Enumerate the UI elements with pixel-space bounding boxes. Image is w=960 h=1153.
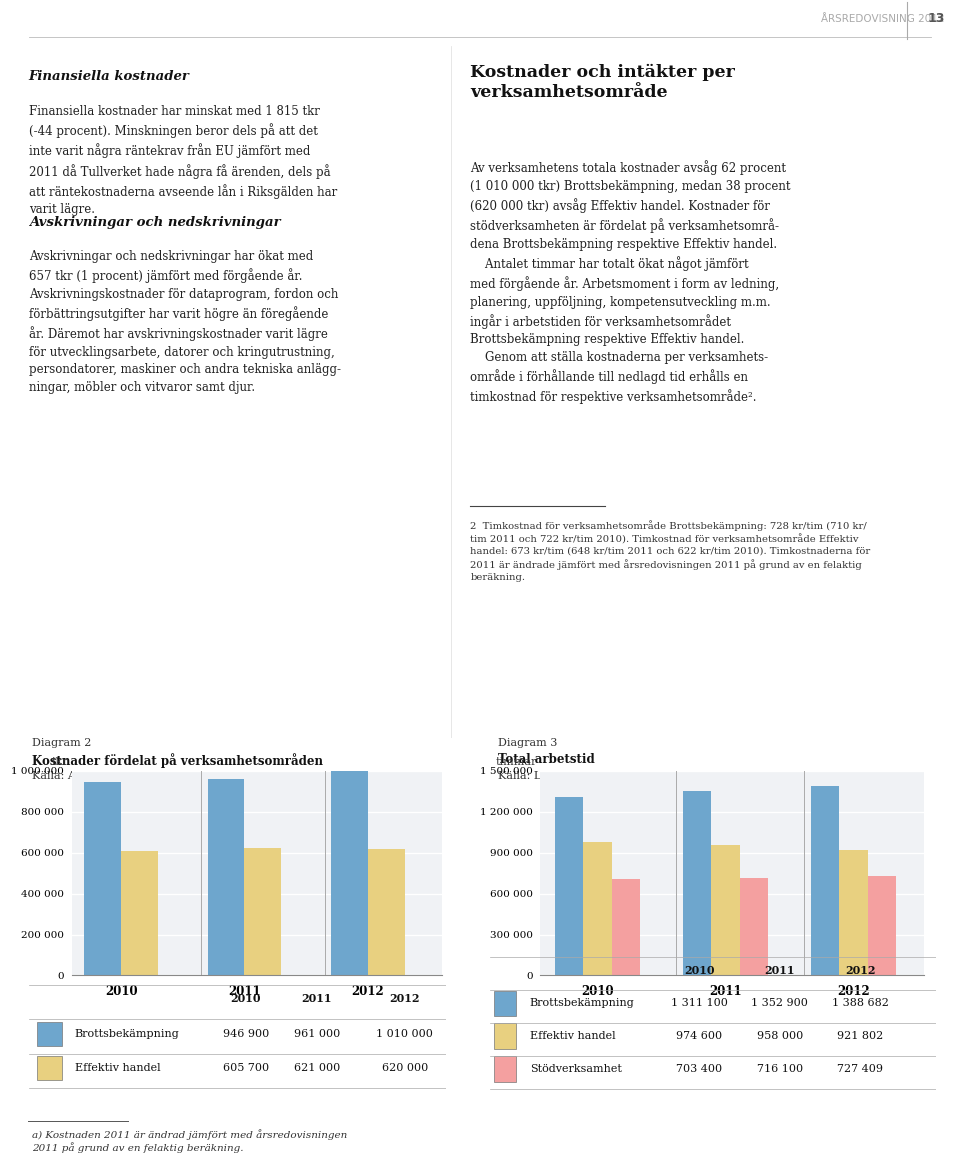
Text: 703 400: 703 400 bbox=[677, 1064, 723, 1073]
Text: 2  Timkostnad för verksamhetsområde Brottsbekämpning: 728 kr/tim (710 kr/
tim 20: 2 Timkostnad för verksamhetsområde Brott… bbox=[470, 520, 871, 581]
Bar bbox=[121, 852, 158, 975]
Text: Finansiella kostnader: Finansiella kostnader bbox=[29, 70, 190, 83]
Bar bbox=[84, 782, 121, 975]
Text: Brottsbekämpning: Brottsbekämpning bbox=[75, 1028, 180, 1039]
Text: 1 010 000: 1 010 000 bbox=[376, 1028, 433, 1039]
Text: Av verksamhetens totala kostnader avsåg 62 procent
(1 010 000 tkr) Brottsbekämpn: Av verksamhetens totala kostnader avsåg … bbox=[470, 160, 791, 405]
Bar bbox=[555, 797, 583, 975]
Text: 605 700: 605 700 bbox=[223, 1063, 269, 1073]
Text: 946 900: 946 900 bbox=[223, 1028, 269, 1039]
Text: 2012: 2012 bbox=[845, 965, 876, 975]
Bar bbox=[207, 778, 245, 975]
Text: 1 352 900: 1 352 900 bbox=[752, 998, 808, 1009]
Bar bbox=[583, 843, 612, 975]
Bar bbox=[739, 877, 768, 975]
Text: 620 000: 620 000 bbox=[381, 1063, 428, 1073]
Text: 2010: 2010 bbox=[684, 965, 714, 975]
Text: 2010: 2010 bbox=[230, 994, 261, 1004]
Bar bbox=[612, 880, 640, 975]
Text: 921 802: 921 802 bbox=[837, 1031, 883, 1041]
Bar bbox=[494, 1056, 516, 1082]
Bar bbox=[330, 769, 368, 975]
Text: Avskrivningar och nedskrivningar har ökat med
657 tkr (1 procent) jämfört med fö: Avskrivningar och nedskrivningar har öka… bbox=[29, 250, 341, 394]
Text: 974 600: 974 600 bbox=[677, 1031, 723, 1041]
Bar bbox=[494, 1024, 516, 1049]
Text: Stödverksamhet: Stödverksamhet bbox=[530, 1064, 622, 1073]
Bar bbox=[368, 849, 405, 975]
Text: 727 409: 727 409 bbox=[837, 1064, 883, 1073]
Text: ÅRSREDOVISNING 2012: ÅRSREDOVISNING 2012 bbox=[821, 14, 945, 24]
Text: 1 388 682: 1 388 682 bbox=[831, 998, 889, 1009]
Text: Diagram 3: Diagram 3 bbox=[498, 738, 558, 748]
Text: tkr: tkr bbox=[52, 756, 68, 767]
Text: Brottsbekämpning: Brottsbekämpning bbox=[530, 998, 635, 1009]
Text: 2011: 2011 bbox=[764, 965, 795, 975]
Text: timmar: timmar bbox=[495, 756, 537, 767]
Text: 2011: 2011 bbox=[301, 994, 332, 1004]
Text: Diagram 2: Diagram 2 bbox=[33, 738, 91, 748]
Text: Källa: Agresso: Källa: Agresso bbox=[33, 771, 113, 781]
Text: 958 000: 958 000 bbox=[756, 1031, 803, 1041]
Bar bbox=[37, 1056, 62, 1080]
Bar bbox=[245, 849, 281, 975]
Text: Källa: List: Källa: List bbox=[498, 771, 556, 781]
Text: Kostnader och intäkter per
verksamhetsområde: Kostnader och intäkter per verksamhetsom… bbox=[470, 63, 735, 100]
Text: 2012: 2012 bbox=[390, 994, 420, 1004]
Bar bbox=[494, 990, 516, 1016]
Bar bbox=[839, 850, 868, 975]
Bar bbox=[683, 791, 711, 975]
Text: a) Kostnaden 2011 är ändrad jämfört med årsredovisningen
2011 på grund av en fel: a) Kostnaden 2011 är ändrad jämfört med … bbox=[33, 1129, 348, 1153]
Text: Kostnader fördelat på verksamhetsområden: Kostnader fördelat på verksamhetsområden bbox=[33, 753, 324, 768]
Text: Avskrivningar och nedskrivningar: Avskrivningar och nedskrivningar bbox=[29, 216, 280, 228]
Text: 961 000: 961 000 bbox=[294, 1028, 340, 1039]
Bar bbox=[810, 786, 839, 975]
Bar bbox=[37, 1022, 62, 1046]
Text: Effektiv handel: Effektiv handel bbox=[75, 1063, 160, 1073]
Text: 1 311 100: 1 311 100 bbox=[671, 998, 728, 1009]
Text: 621 000: 621 000 bbox=[294, 1063, 340, 1073]
Text: Effektiv handel: Effektiv handel bbox=[530, 1031, 615, 1041]
Bar bbox=[868, 876, 896, 975]
Text: 13: 13 bbox=[927, 13, 945, 25]
Bar bbox=[711, 845, 739, 975]
Text: Total arbetstid: Total arbetstid bbox=[498, 753, 595, 767]
Text: 716 100: 716 100 bbox=[756, 1064, 803, 1073]
Text: Finansiella kostnader har minskat med 1 815 tkr
(-44 procent). Minskningen beror: Finansiella kostnader har minskat med 1 … bbox=[29, 105, 337, 217]
